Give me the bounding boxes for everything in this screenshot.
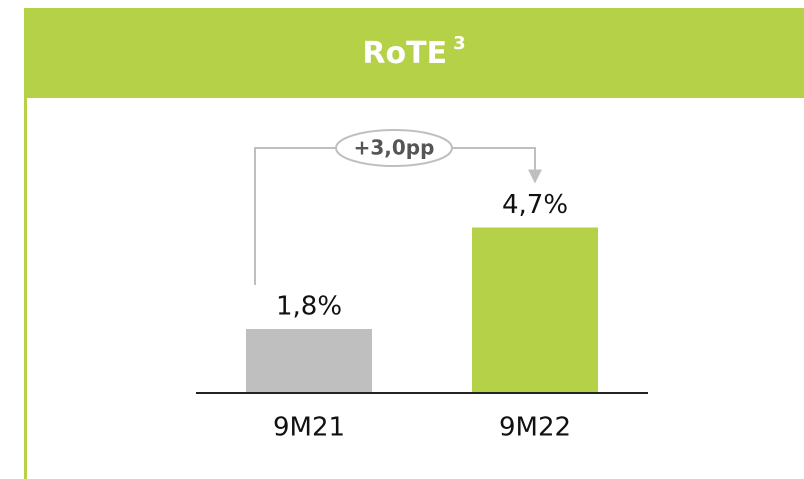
- annotation-bubble: [335, 129, 453, 167]
- left-border: [24, 98, 27, 479]
- x-tick-label: 9M21: [273, 413, 345, 443]
- header-band: [24, 8, 804, 98]
- bar: [246, 329, 372, 392]
- value-label: 4,7%: [502, 190, 568, 220]
- chart-title: RoTE 3: [362, 33, 465, 71]
- arrow-head: [528, 169, 542, 184]
- annotation: +3,0pp: [354, 136, 435, 160]
- title-text: RoTE: [362, 36, 447, 71]
- x-tick-label: 9M22: [499, 413, 571, 443]
- bar: [472, 227, 598, 392]
- value-label: 1,8%: [276, 292, 342, 322]
- title-note: 3: [453, 33, 466, 54]
